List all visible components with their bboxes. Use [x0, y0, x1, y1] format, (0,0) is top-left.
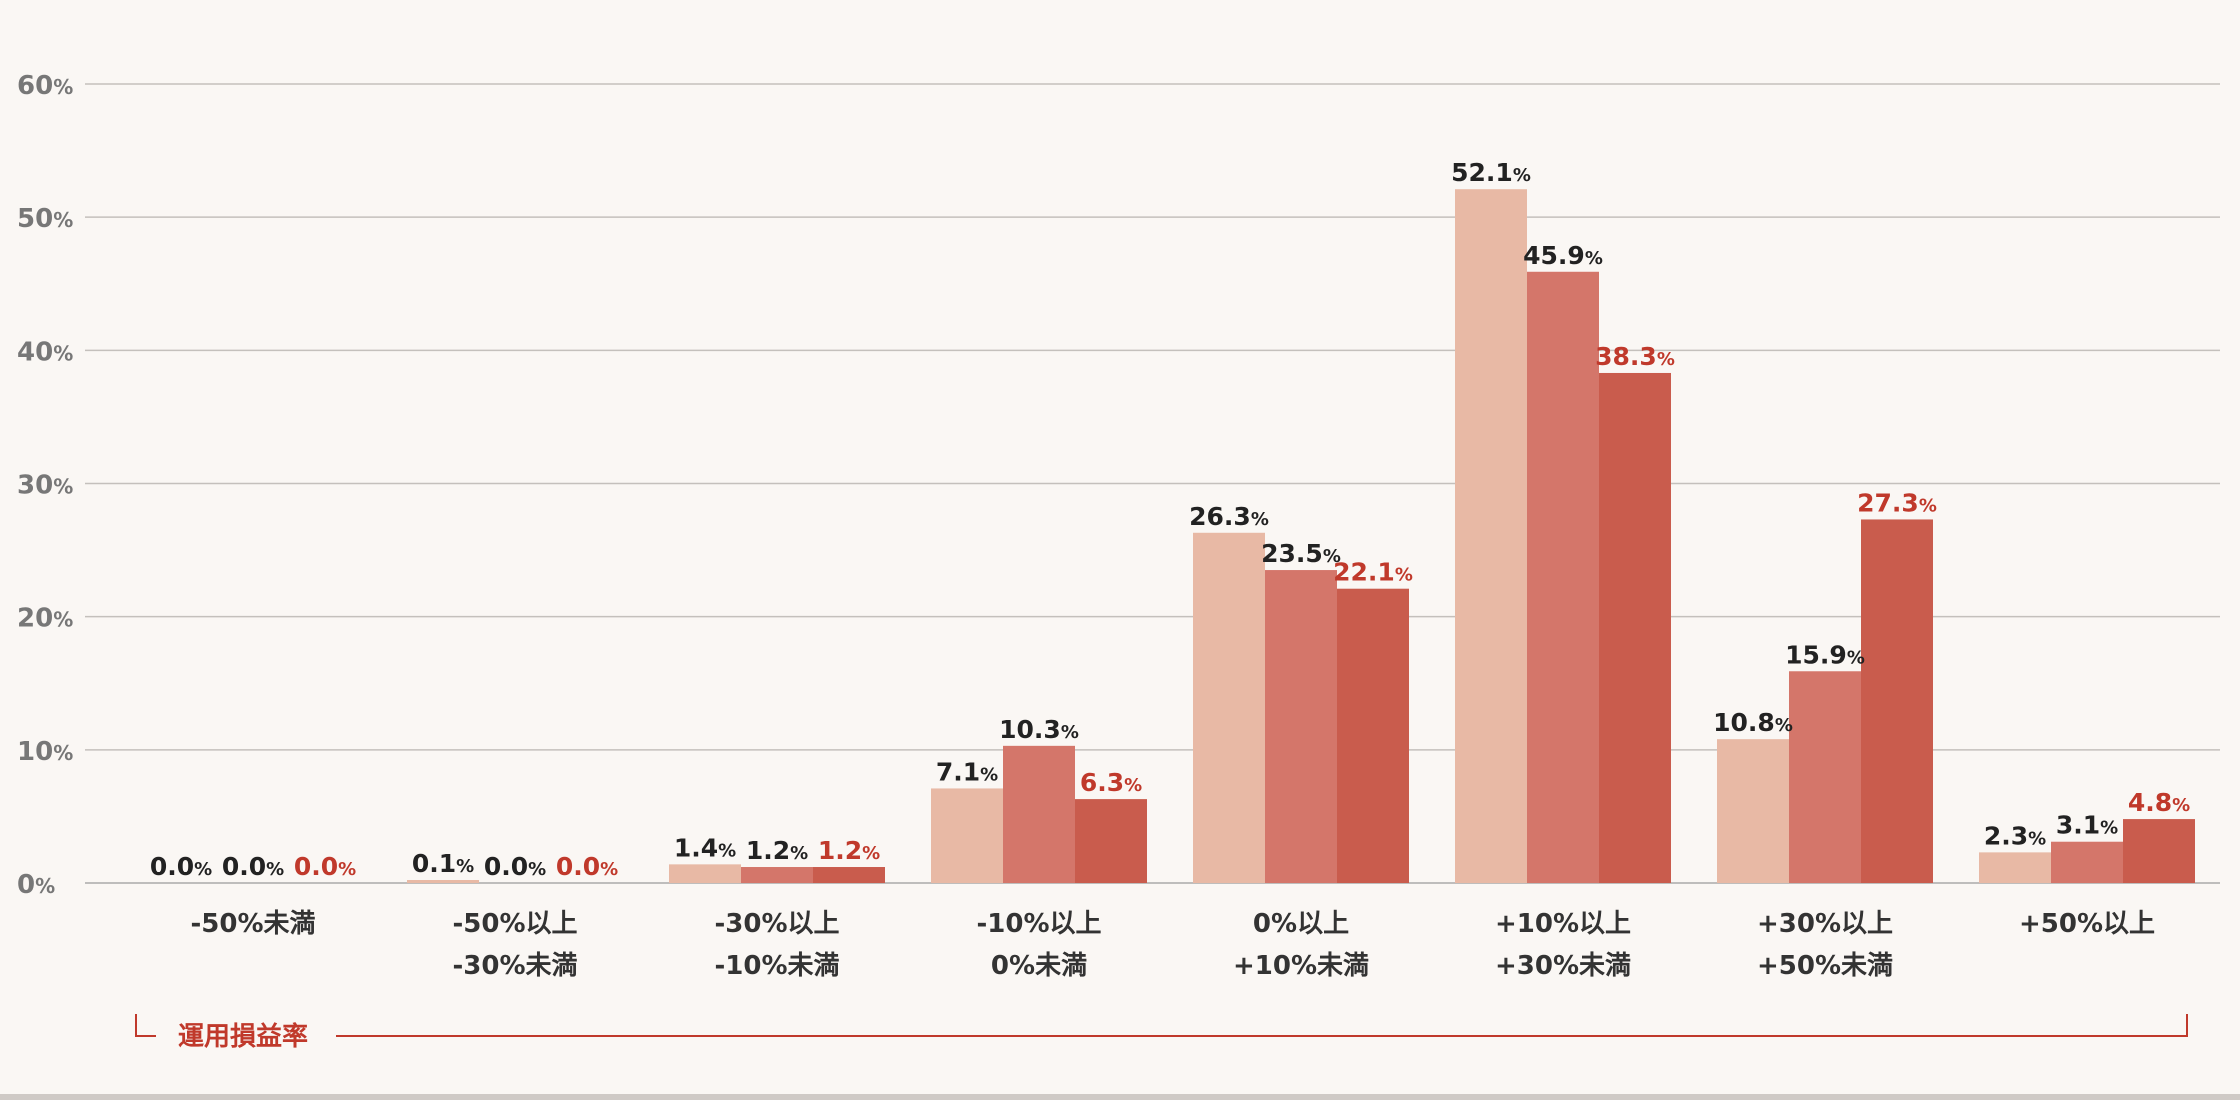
x-axis-caption-group: 運用損益率: [135, 1014, 2188, 1052]
x-category-label: +30%未満: [1495, 951, 1631, 981]
x-category-label: -30%未満: [452, 951, 577, 981]
x-category-label: -10%以上: [976, 909, 1101, 939]
bar: [1527, 271, 1599, 883]
x-axis-label: 運用損益率: [178, 1021, 308, 1052]
data-label: 7.1%: [936, 757, 998, 786]
data-label: 4.8%: [2128, 788, 2190, 817]
bar: [1075, 799, 1147, 883]
bar: [1599, 372, 1671, 883]
x-category-label: 0%未満: [991, 951, 1087, 981]
x-category-label: +10%未満: [1233, 951, 1369, 981]
data-label: 0.0%: [556, 852, 618, 881]
data-labels: 0.0% 0.0% 0.0% 0.1% 0.0% 0.0% 1.4% 1.2% 1.2% 7.1%…: [150, 158, 2190, 881]
bars: [407, 189, 2195, 883]
x-category-label: +30%以上: [1757, 909, 1893, 939]
data-label: 2.3%: [1984, 821, 2046, 850]
x-category-label: +50%以上: [2019, 909, 2155, 939]
y-tick-label: 0%: [17, 870, 55, 900]
data-label: 22.1%: [1333, 558, 1413, 587]
data-label: 0.0%: [294, 852, 356, 881]
data-label: 6.3%: [1080, 768, 1142, 797]
bar: [1193, 532, 1265, 883]
bar: [931, 788, 1003, 883]
x-axis-categories: -50%未満 -50%以上 -30%未満 -30%以上 -10%未満 -10%以上 0%未満…: [190, 909, 2155, 981]
y-tick-label: 40%: [17, 337, 73, 367]
y-tick-label: 30%: [17, 471, 73, 501]
data-label: 52.1%: [1451, 158, 1531, 187]
data-label: 3.1%: [2056, 811, 2118, 840]
bar: [741, 867, 813, 883]
bar: [1789, 671, 1861, 883]
bar: [1455, 189, 1527, 883]
data-label: 1.4%: [674, 833, 736, 862]
data-label: 10.3%: [999, 715, 1079, 744]
bar: [1717, 739, 1789, 883]
x-category-label: -30%以上: [714, 909, 839, 939]
bar: [813, 867, 885, 883]
x-category-label: -50%未満: [190, 909, 315, 939]
bar: [1003, 745, 1075, 883]
data-label: 45.9%: [1523, 241, 1603, 270]
bar: [2123, 819, 2195, 883]
data-label: 1.2%: [818, 836, 880, 865]
bar: [669, 864, 741, 883]
data-label: 1.2%: [746, 836, 808, 865]
x-axis-bracket: [135, 1014, 2188, 1037]
y-tick-label: 20%: [17, 604, 73, 634]
x-category-label: +50%未満: [1757, 951, 1893, 981]
bar: [2051, 841, 2123, 883]
y-tick-label: 50%: [17, 204, 73, 234]
x-category-label: -50%以上: [452, 909, 577, 939]
data-label: 0.0%: [484, 852, 546, 881]
bar: [407, 880, 479, 883]
data-label: 15.9%: [1785, 640, 1865, 669]
data-label: 23.5%: [1261, 539, 1341, 568]
y-tick-label: 10%: [17, 737, 73, 767]
bar: [1979, 852, 2051, 883]
bar: [1265, 570, 1337, 883]
data-label: 38.3%: [1595, 342, 1675, 371]
gridlines: [85, 83, 2220, 884]
bar: [1337, 588, 1409, 883]
bottom-divider: [0, 1094, 2240, 1100]
data-label: 10.8%: [1713, 708, 1793, 737]
x-category-label: 0%以上: [1253, 909, 1349, 939]
data-label: 26.3%: [1189, 502, 1269, 531]
y-axis-ticks: 0% 10% 20% 30% 40% 50% 60%: [17, 71, 73, 900]
x-category-label: -10%未満: [714, 951, 839, 981]
x-category-label: +10%以上: [1495, 909, 1631, 939]
data-label: 27.3%: [1857, 488, 1937, 517]
data-label: 0.0%: [222, 852, 284, 881]
data-label: 0.1%: [412, 849, 474, 878]
y-tick-label: 60%: [17, 71, 73, 101]
data-label: 0.0%: [150, 852, 212, 881]
bar: [1861, 519, 1933, 883]
